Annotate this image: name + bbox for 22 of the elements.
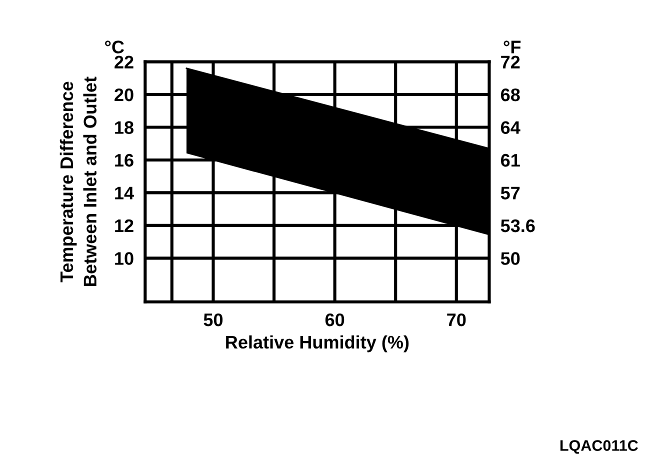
- y2-tick-label: 64: [500, 121, 520, 134]
- y-tick-label: 12: [115, 219, 134, 232]
- y2-tick-label: 50: [500, 252, 520, 265]
- y2-tick-label: 53.6: [500, 219, 535, 232]
- y2-tick-label: 61: [500, 154, 520, 167]
- y2-tick-label: 68: [500, 88, 520, 102]
- y-tick-label: 16: [115, 154, 134, 167]
- text: °C: [105, 40, 124, 54]
- y-tick-label: 14: [115, 186, 134, 200]
- x-tick-label: 70: [447, 313, 466, 326]
- x-tick-label: 50: [204, 313, 223, 326]
- text: LQAC011C: [560, 440, 638, 454]
- y-tick-label: 18: [115, 121, 134, 134]
- y-axis-title: Temperature Difference Between Inlet and Outlet: [60, 76, 96, 286]
- x-axis-title: Relative Humidity (%): [226, 335, 409, 352]
- y-tick-label: 20: [114, 88, 134, 102]
- y2-tick-label: 72: [501, 56, 520, 68]
- y2-tick-label: 57: [500, 186, 520, 200]
- text: °F: [504, 40, 521, 54]
- y-tick-label: 22: [114, 56, 134, 68]
- x-tick-label: 60: [325, 313, 344, 326]
- y-tick-label: 10: [115, 252, 134, 265]
